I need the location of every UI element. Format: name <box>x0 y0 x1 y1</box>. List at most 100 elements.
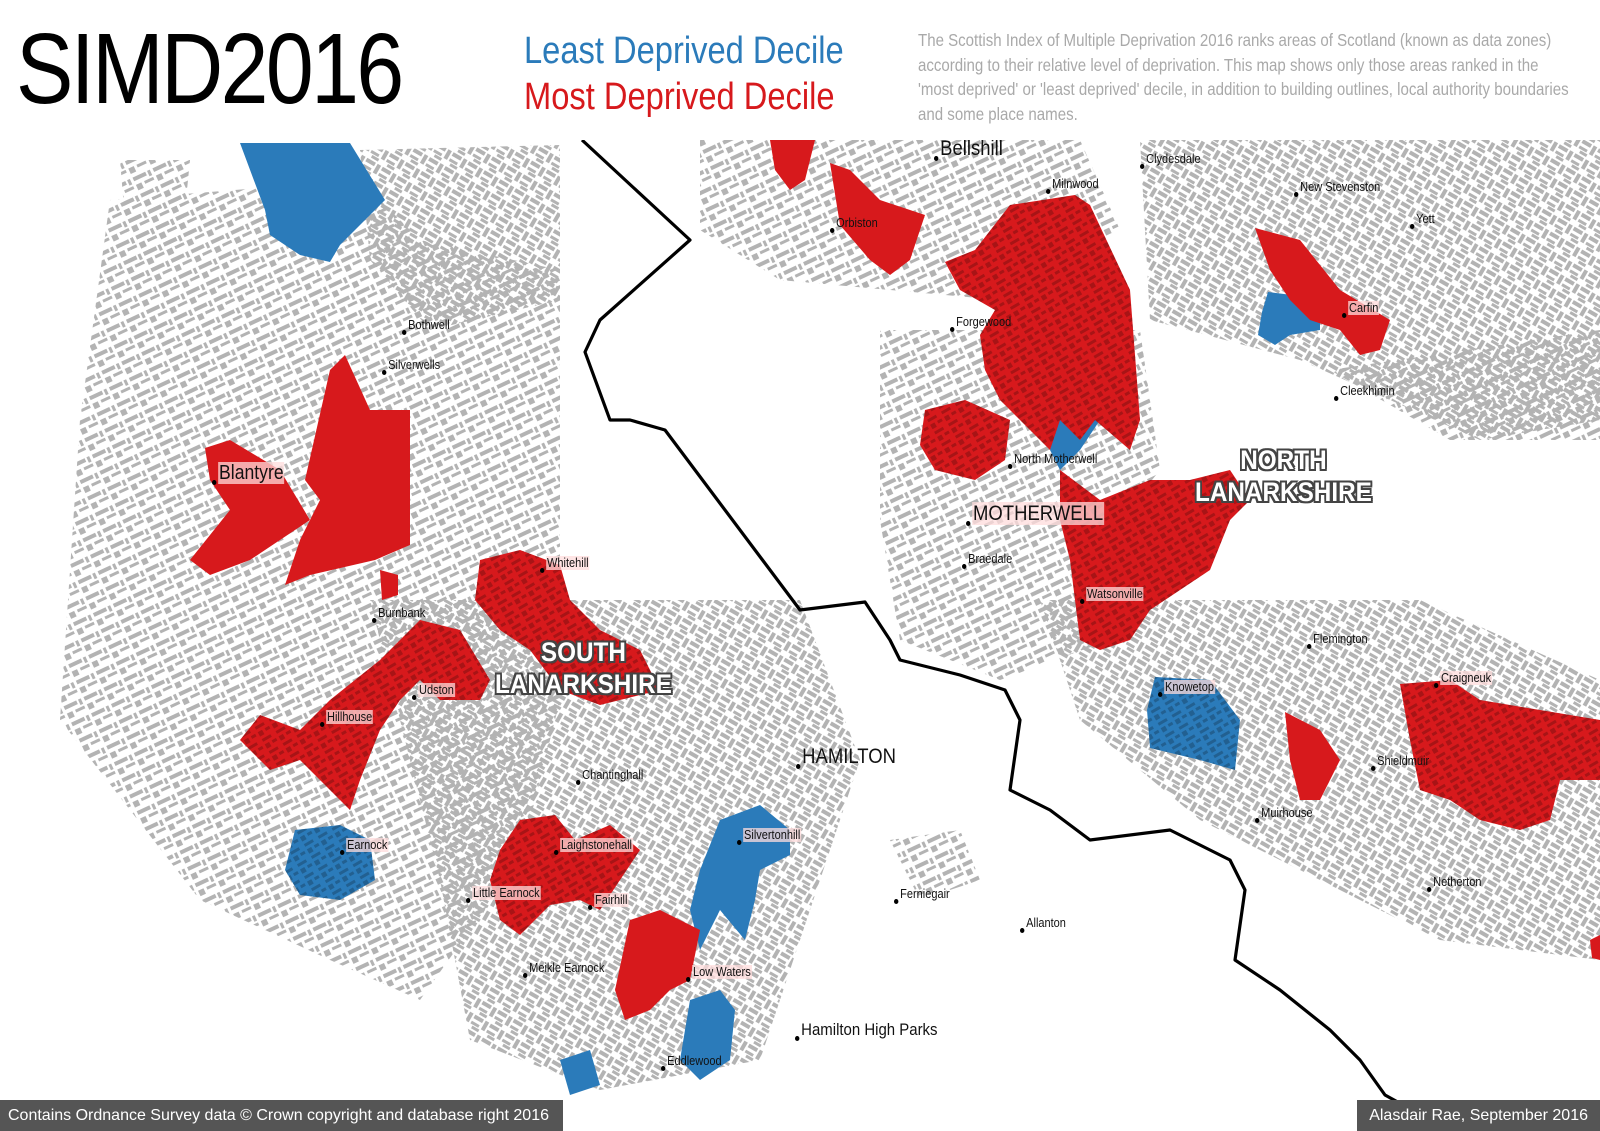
place-label: Watsonville <box>1080 587 1144 604</box>
place-marker-icon <box>554 850 559 855</box>
place-label: Fairhill <box>588 893 629 910</box>
place-marker-icon <box>737 840 742 845</box>
region-line-2: LANARKSHIRE <box>495 669 672 699</box>
local-authority-boundary <box>580 140 1451 1131</box>
place-label: Bellshill <box>934 137 1003 161</box>
place-marker-icon <box>1158 692 1163 697</box>
place-name: Silverwells <box>388 358 441 372</box>
region-line-2: LANARKSHIRE <box>1195 477 1372 507</box>
author-credit: Alasdair Rae, September 2016 <box>1357 1100 1600 1131</box>
place-name: Shieldmuir <box>1377 754 1430 768</box>
place-marker-icon <box>1427 887 1432 892</box>
place-marker-icon <box>1140 164 1145 169</box>
place-label: Craigneuk <box>1434 671 1493 688</box>
place-name: Blantyre <box>218 462 285 484</box>
place-name: Silvertonhill <box>743 828 802 842</box>
place-name: Muirhouse <box>1261 806 1313 820</box>
place-label: North Motherwell <box>1008 452 1097 469</box>
place-label: HAMILTON <box>796 745 896 769</box>
place-marker-icon <box>830 228 835 233</box>
place-label: New Stevenston <box>1294 180 1380 197</box>
place-name: Allanton <box>1026 916 1066 930</box>
place-marker-icon <box>1080 599 1085 604</box>
place-label: Whitehill <box>540 556 590 573</box>
place-label: Ferniegair <box>894 887 950 904</box>
place-label: Meikle Earnock <box>523 961 604 978</box>
place-marker-icon <box>466 898 471 903</box>
place-name: Carfin <box>1348 301 1380 315</box>
place-marker-icon <box>1046 189 1051 194</box>
place-label: Hillhouse <box>320 710 374 727</box>
place-marker-icon <box>1342 313 1347 318</box>
place-name: Bothwell <box>408 318 450 332</box>
place-name: North Motherwell <box>1014 452 1098 466</box>
place-marker-icon <box>894 899 899 904</box>
place-label: Braedale <box>962 552 1012 569</box>
place-label: Silverwells <box>382 358 440 375</box>
place-marker-icon <box>1334 396 1339 401</box>
place-marker-icon <box>661 1066 666 1071</box>
place-label: Little Earnock <box>466 886 541 903</box>
place-name: Bellshill <box>940 137 1003 160</box>
region-label-south-lanarkshire: SOUTH LANARKSHIRE <box>495 636 672 700</box>
place-marker-icon <box>212 480 217 485</box>
place-marker-icon <box>796 764 801 769</box>
place-name: Chantinghall <box>582 768 644 782</box>
place-marker-icon <box>402 330 407 335</box>
region-label-north-lanarkshire: NORTH LANARKSHIRE <box>1195 444 1372 508</box>
place-marker-icon <box>540 568 545 573</box>
region-line-1: NORTH <box>1240 445 1327 475</box>
place-label: Orbiston <box>830 216 878 233</box>
place-marker-icon <box>934 156 939 161</box>
place-label: Silvertonhill <box>737 828 802 845</box>
place-name: Meikle Earnock <box>529 961 605 975</box>
place-label: Burnbank <box>372 606 425 623</box>
header: SIMD2016 Least Deprived Decile Most Depr… <box>0 0 1600 140</box>
place-label: Shieldmuir <box>1371 754 1429 771</box>
place-marker-icon <box>950 327 955 332</box>
place-name: HAMILTON <box>802 745 896 768</box>
place-name: Eddlewood <box>667 1054 722 1068</box>
place-name: Clydesdale <box>1146 152 1201 166</box>
place-name: Hillhouse <box>326 710 374 724</box>
place-label: Low Waters <box>686 965 752 982</box>
place-name: Little Earnock <box>472 886 541 900</box>
place-name: Craigneuk <box>1440 671 1493 685</box>
place-marker-icon <box>1307 644 1312 649</box>
place-name: Udston <box>418 683 455 697</box>
place-label: Cleekhimin <box>1334 384 1395 401</box>
legend-least-deprived: Least Deprived Decile <box>524 30 844 72</box>
place-name: Forgewood <box>956 315 1012 329</box>
place-name: Milnwood <box>1052 177 1099 191</box>
place-label: Muirhouse <box>1255 806 1313 823</box>
place-label: Laighstonehall <box>554 838 633 855</box>
place-marker-icon <box>966 521 971 526</box>
place-marker-icon <box>1255 818 1260 823</box>
place-marker-icon <box>962 564 967 569</box>
place-marker-icon <box>576 780 581 785</box>
place-name: Low Waters <box>692 965 752 979</box>
os-copyright-credit: Contains Ordnance Survey data © Crown co… <box>0 1100 563 1131</box>
place-marker-icon <box>1020 928 1025 933</box>
place-label: Forgewood <box>950 315 1011 332</box>
place-marker-icon <box>382 370 387 375</box>
place-name: MOTHERWELL <box>972 502 1104 525</box>
place-label: Allanton <box>1020 916 1066 933</box>
legend: Least Deprived Decile Most Deprived Deci… <box>524 28 844 120</box>
place-name: Burnbank <box>378 606 426 620</box>
place-name: Watsonville <box>1086 587 1144 601</box>
place-marker-icon <box>686 977 691 982</box>
place-label: Earnock <box>340 838 389 855</box>
map-title: SIMD2016 <box>16 13 404 125</box>
place-label: Yett <box>1410 212 1435 229</box>
place-name: Flemington <box>1313 632 1368 646</box>
place-label: Bothwell <box>402 318 450 335</box>
buildings-layer <box>60 140 1600 1090</box>
place-label: Eddlewood <box>661 1054 722 1071</box>
place-marker-icon <box>795 1036 800 1041</box>
place-label: Netherton <box>1427 875 1481 892</box>
place-label: Hamilton High Parks <box>795 1020 938 1041</box>
place-marker-icon <box>320 722 325 727</box>
place-marker-icon <box>588 905 593 910</box>
place-name: Yett <box>1416 212 1435 226</box>
